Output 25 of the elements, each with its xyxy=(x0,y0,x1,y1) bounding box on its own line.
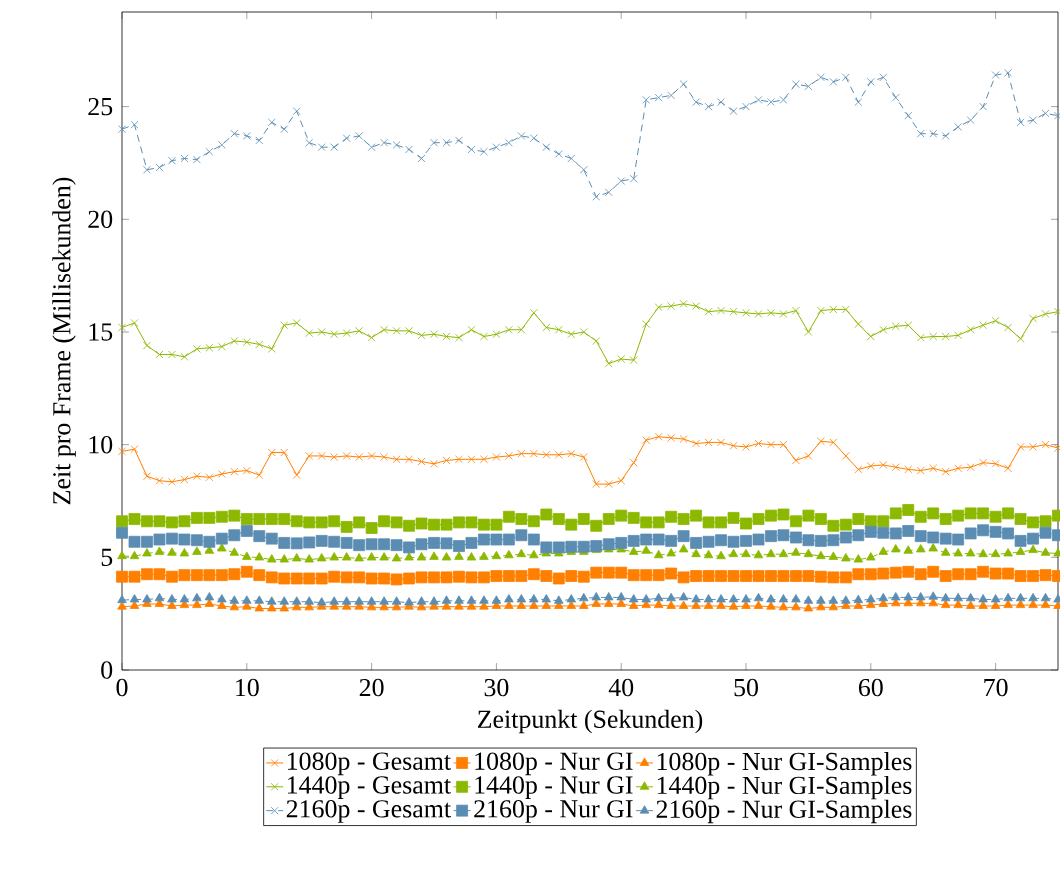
legend-label: 1440p - Nur GI xyxy=(475,776,633,799)
y-tick-label: 10 xyxy=(89,435,113,454)
x-tick-label: 70 xyxy=(984,678,1008,697)
x-tick-label: 10 xyxy=(236,678,259,697)
y-tick-label: 20 xyxy=(88,210,113,229)
y-tick-label: 25 xyxy=(88,97,113,116)
y-tick-label: 5 xyxy=(101,548,113,566)
legend-label: 1080p - Gesamt xyxy=(287,752,451,776)
legend-label: 1080p - Nur GI xyxy=(475,752,633,776)
legend-label: 2160p - Gesamt xyxy=(286,800,451,823)
legend-label: 1440p - Gesamt xyxy=(287,776,451,799)
legend-label: 1440p - Nur GI-Samples xyxy=(657,775,912,800)
x-tick-label: 0 xyxy=(116,678,128,697)
x-tick-label: 20 xyxy=(359,678,384,697)
x-tick-label: 50 xyxy=(734,678,758,697)
y-axis-title: Zeit pro Frame (Millisekunden) xyxy=(52,177,76,505)
legend-label: 2160p - Nur GI-Samples xyxy=(656,799,912,824)
y-tick-label: 15 xyxy=(89,323,113,341)
x-tick-label: 30 xyxy=(484,678,509,697)
x-tick-label: 40 xyxy=(608,678,634,697)
legend-label: 1080p - Nur GI-Samples xyxy=(657,752,912,776)
y-tick-label: 0 xyxy=(101,661,113,679)
legend-label: 2160p - Nur GI xyxy=(474,800,633,823)
x-tick-label: 60 xyxy=(858,678,883,697)
x-axis-title: Zeitpunkt (Sekunden) xyxy=(477,709,703,734)
